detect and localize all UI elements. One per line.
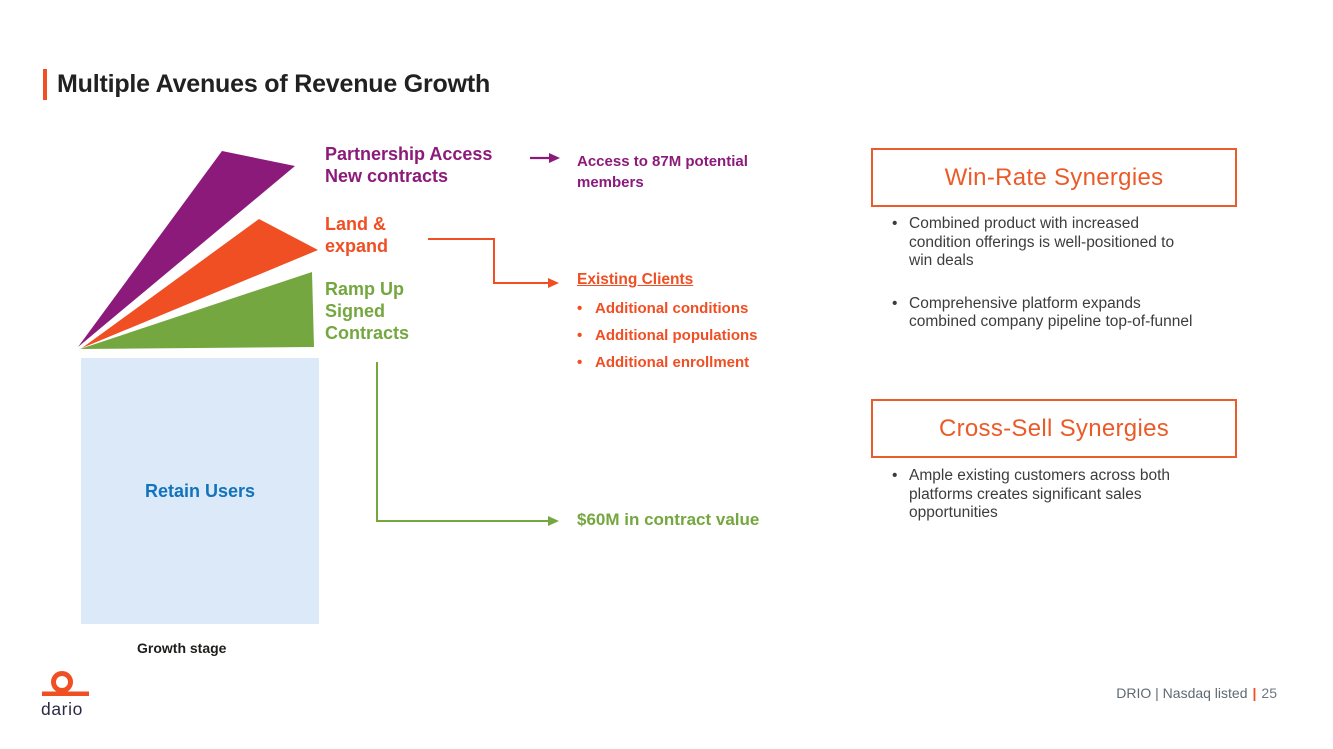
arrow-existing-head-icon bbox=[548, 278, 559, 288]
win-rate-synergies-bullet-list: Combined product with increased conditio… bbox=[885, 215, 1193, 356]
win-rate-synergies-box: Win-Rate Synergies bbox=[871, 148, 1237, 207]
list-item: Ample existing customers across both pla… bbox=[885, 467, 1193, 523]
label-land-line2: expand bbox=[325, 236, 389, 256]
page-title: Multiple Avenues of Revenue Growth bbox=[57, 70, 491, 98]
list-item: Comprehensive platform expands combined … bbox=[885, 295, 1193, 332]
list-item: Combined product with increased conditio… bbox=[885, 215, 1193, 271]
wedge-partnership bbox=[78, 151, 295, 347]
retain-users-box: Retain Users bbox=[81, 358, 319, 624]
list-item: Additional conditions bbox=[577, 295, 757, 322]
cross-sell-synergies-box: Cross-Sell Synergies bbox=[871, 399, 1237, 458]
label-ramp-line3: Contracts bbox=[325, 323, 410, 343]
label-ramp-line2: Signed bbox=[325, 301, 386, 321]
win-rate-synergies-title: Win-Rate Synergies bbox=[944, 163, 1164, 191]
ticker-text: DRIO | Nasdaq listed bbox=[1116, 685, 1248, 701]
existing-clients-heading: Existing Clients bbox=[577, 271, 694, 288]
label-partnership-access: Partnership Access New contracts bbox=[325, 143, 492, 187]
cross-sell-synergies-title: Cross-Sell Synergies bbox=[938, 414, 1170, 442]
list-item: Additional enrollment bbox=[577, 349, 757, 376]
list-item: Additional populations bbox=[577, 322, 757, 349]
cross-sell-synergies-bullet-list: Ample existing customers across both pla… bbox=[885, 467, 1193, 547]
wedge-ramp-up bbox=[80, 272, 314, 349]
connector-contracts-to-value bbox=[376, 362, 548, 522]
label-ramp-line1: Ramp Up bbox=[325, 279, 405, 299]
label-land-expand: Land & expand bbox=[325, 213, 388, 257]
arrow-partnership-head-icon bbox=[549, 153, 560, 163]
title-accent-bar bbox=[43, 69, 47, 100]
label-partnership-line2: New contracts bbox=[325, 166, 449, 186]
dario-logo-icon bbox=[42, 671, 89, 696]
connector-land-to-existing bbox=[428, 238, 548, 284]
label-partnership-line1: Partnership Access bbox=[325, 144, 493, 164]
wedge-land-expand bbox=[82, 219, 318, 348]
page-number: 25 bbox=[1261, 685, 1277, 701]
label-ramp-up-signed-contracts: Ramp Up Signed Contracts bbox=[325, 278, 409, 344]
retain-users-label: Retain Users bbox=[144, 480, 256, 501]
dario-logo-wordmark: dario bbox=[41, 699, 83, 719]
arrow-value-head-icon bbox=[548, 516, 559, 526]
footer-separator: | bbox=[1252, 685, 1257, 701]
growth-stage-axis-label: Growth stage bbox=[137, 640, 227, 656]
existing-clients-bullet-list: Additional conditions Additional populat… bbox=[577, 295, 757, 376]
contract-value-callout: $60M in contract value bbox=[577, 510, 760, 529]
footer-ticker: DRIO | Nasdaq listed | 25 bbox=[1116, 685, 1277, 701]
callout-87m-members: Access to 87M potential members bbox=[577, 153, 748, 191]
label-land-line1: Land & bbox=[325, 214, 386, 234]
